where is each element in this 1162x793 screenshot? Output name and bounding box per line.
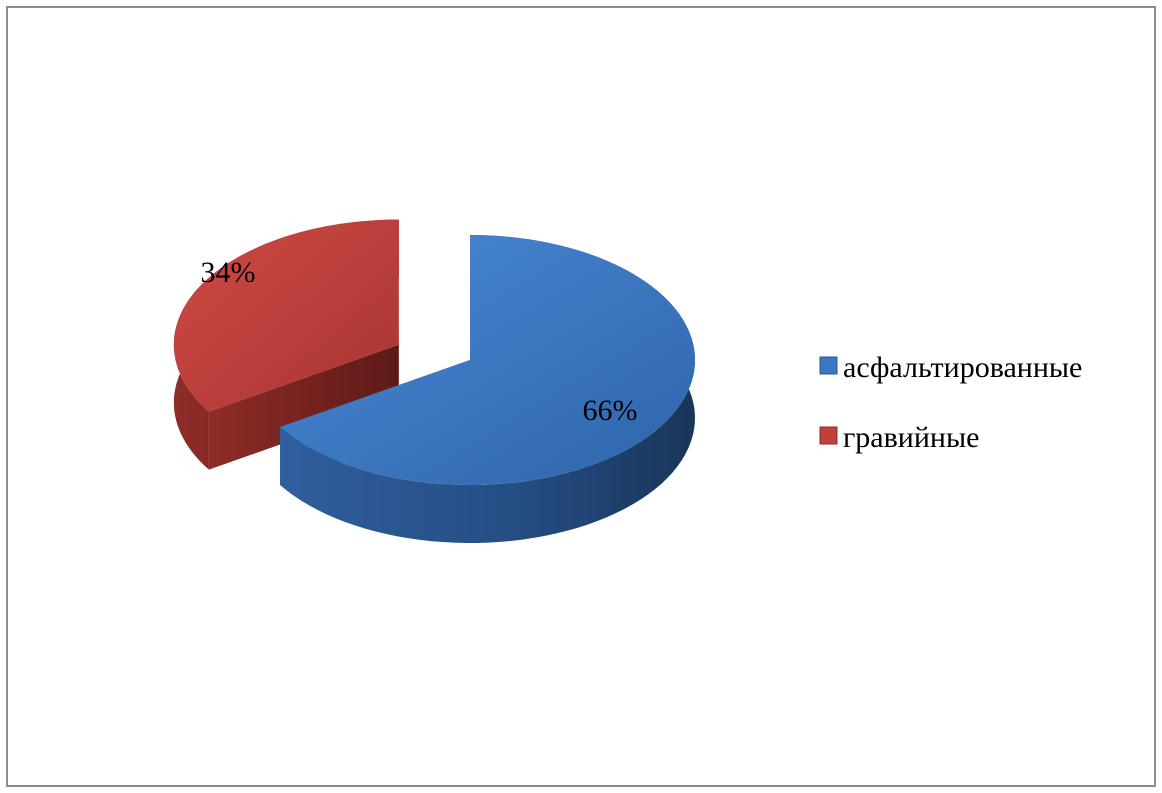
slice-gravel xyxy=(173,219,399,470)
slice-asphalt-top xyxy=(280,235,695,486)
legend-label-gravel: гравийные xyxy=(843,421,979,454)
slice-gravel-wall-0 xyxy=(208,344,399,470)
legend: асфальтированные гравийные xyxy=(819,351,1082,454)
data-label-gravel: 34% xyxy=(201,256,256,289)
slice-asphalt xyxy=(280,235,695,543)
pie-slices xyxy=(173,219,695,543)
slice-gravel-top xyxy=(173,219,399,412)
legend-label-asphalt: асфальтированные xyxy=(843,351,1082,384)
legend-swatch-gravel xyxy=(819,426,838,445)
legend-swatch-asphalt xyxy=(819,356,838,375)
data-label-asphalt: 66% xyxy=(583,394,638,427)
